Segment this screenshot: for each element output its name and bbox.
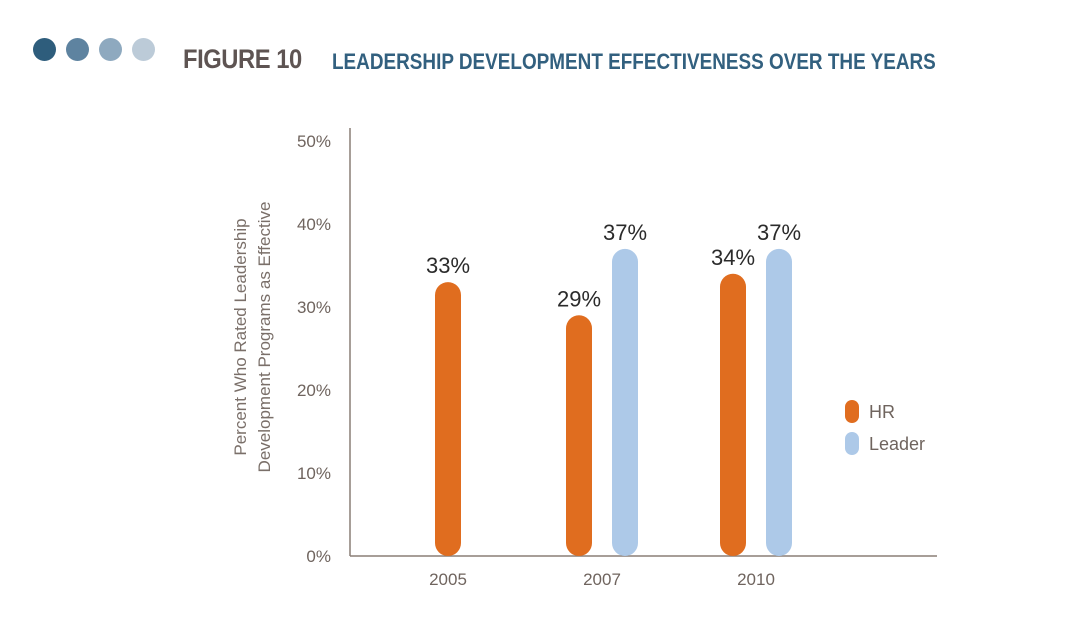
y-axis-label: Development Programs as Effective	[255, 202, 274, 473]
legend-label: Leader	[869, 434, 925, 454]
dot-3	[99, 38, 122, 61]
chart-title: LEADERSHIP DEVELOPMENT EFFECTIVENESS OVE…	[332, 49, 936, 74]
figure-label: FIGURE 10	[183, 44, 302, 74]
data-label: 33%	[426, 253, 470, 278]
legend-swatch-leader	[845, 432, 859, 455]
x-tick-label: 2005	[429, 570, 467, 589]
y-tick-label: 10%	[297, 464, 331, 483]
y-tick-label: 30%	[297, 298, 331, 317]
bar-leader-2007	[612, 248, 638, 556]
data-label: 34%	[711, 245, 755, 270]
data-label: 29%	[557, 286, 601, 311]
x-tick-label: 2007	[583, 570, 621, 589]
dot-4	[132, 38, 155, 61]
legend-label: HR	[869, 402, 895, 422]
x-tick-label: 2010	[737, 570, 775, 589]
bar-hr-2007	[566, 315, 592, 556]
bar-hr-2010	[720, 273, 746, 556]
y-tick-label: 0%	[306, 547, 331, 566]
legend-swatch-hr	[845, 400, 859, 423]
dot-2	[66, 38, 89, 61]
y-tick-label: 20%	[297, 381, 331, 400]
y-tick-label: 50%	[297, 132, 331, 151]
decorative-dots	[33, 38, 155, 61]
y-tick-label: 40%	[297, 215, 331, 234]
bar-hr-2005	[435, 282, 461, 556]
data-label: 37%	[603, 220, 647, 245]
y-axis-label: Percent Who Rated Leadership	[231, 218, 250, 455]
data-label: 37%	[757, 220, 801, 245]
bar-leader-2010	[766, 248, 792, 556]
dot-1	[33, 38, 56, 61]
